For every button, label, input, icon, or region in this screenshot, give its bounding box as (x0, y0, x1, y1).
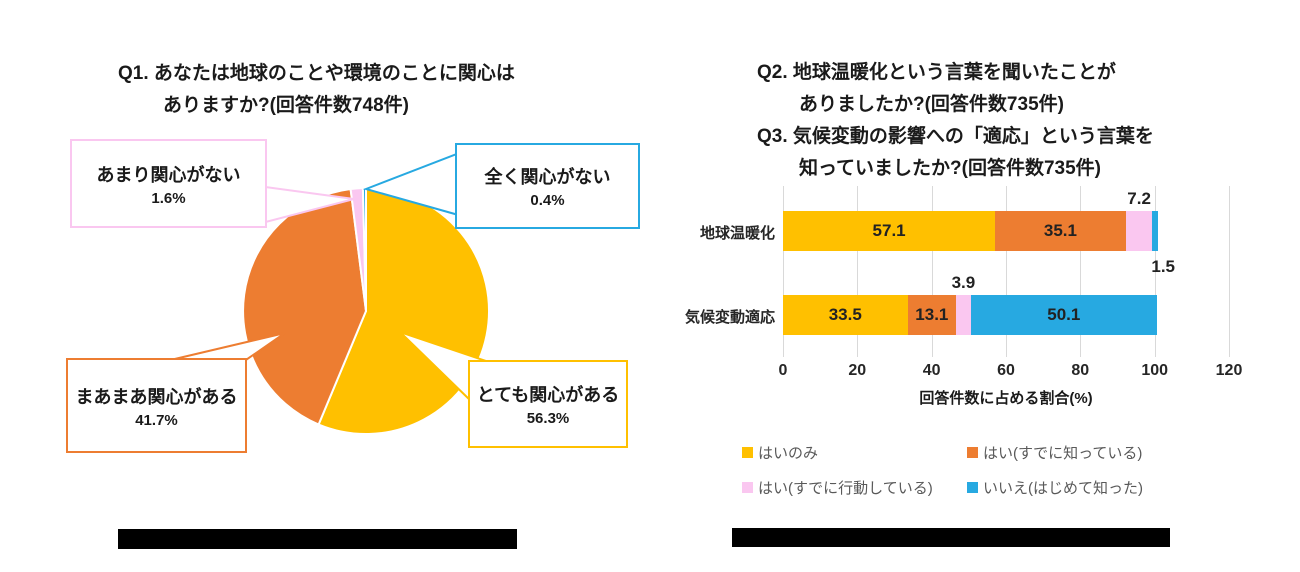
legend-swatch-icon (742, 446, 753, 458)
callout-value: 1.6% (151, 189, 186, 207)
redacted-caption-left (118, 529, 517, 549)
callout-box-0: とても関心がある 56.3% (468, 360, 628, 448)
bar-segment-0-2 (1125, 211, 1153, 251)
category-label-0: 地球温暖化 (699, 225, 775, 242)
callout-value: 0.4% (530, 192, 565, 209)
legend-swatch-icon (967, 446, 978, 458)
bar-segment-1-2 (956, 295, 971, 335)
legend-item-1: はい(すでに知っている) (967, 442, 1142, 462)
gridline-x-20 (857, 186, 859, 357)
x-tick-label-100: 100 (1141, 362, 1169, 379)
gridline-x-100 (1154, 186, 1156, 357)
x-tick-label-120: 120 (1215, 362, 1243, 379)
bar-chart-title-line-3: Q3. 気候変動の影響への「適応」という言葉を (757, 126, 1154, 147)
callout-box-2: あまり関心がない 1.6% (70, 139, 267, 228)
bar-segment-label-1-2: 3.9 (951, 273, 976, 292)
legend-label: はい(すでに行動している) (758, 479, 933, 497)
bar-segment-0-0: 57.1 (783, 211, 996, 251)
bar-segment-0-3 (1152, 211, 1158, 251)
gridline-x-80 (1080, 186, 1082, 357)
callout-label: 全く関心がない (484, 167, 611, 187)
bar-segment-0-1: 35.1 (995, 211, 1126, 251)
callout-box-3: 全く関心がない 0.4% (455, 143, 640, 229)
x-axis-label: 回答件数に占める割合(%) (919, 390, 1093, 407)
callout-label: あまり関心がない (96, 164, 241, 185)
legend-label: はいのみ (758, 444, 819, 462)
legend-swatch-icon (967, 481, 978, 493)
bar-chart-title-line-4: 知っていましたか?(回答件数735件) (799, 158, 1102, 179)
legend-item-2: はい(すでに行動している) (742, 477, 933, 497)
bar-chart-title-line-2: ありましたか?(回答件数735件) (799, 94, 1064, 115)
legend-item-0: はいのみ (742, 442, 818, 462)
callout-box-1: まあまあ関心がある 41.7% (66, 358, 247, 453)
x-tick-label-40: 40 (922, 362, 941, 379)
legend-label: いいえ(はじめて知った) (983, 479, 1143, 497)
callout-value: 41.7% (135, 411, 178, 429)
callout-value: 56.3% (526, 410, 570, 427)
bar-segment-1-1: 13.1 (907, 295, 957, 335)
bar-segment-label-0-3: 1.5 (1151, 257, 1175, 276)
gridline-x-120 (1229, 186, 1230, 357)
x-tick-label-60: 60 (997, 362, 1015, 379)
redacted-caption-right (732, 528, 1170, 547)
legend-swatch-icon (742, 481, 753, 493)
pie-chart-title-line-1: Q1. あなたは地球のことや環境のことに関心は (118, 63, 515, 84)
callout-label: まあまあ関心がある (75, 386, 238, 407)
gridline-x-40 (931, 186, 933, 357)
category-label-1: 気候変動適応 (684, 309, 775, 326)
bar-chart-title-line-1: Q2. 地球温暖化という言葉を聞いたことが (757, 62, 1116, 83)
x-tick-label-20: 20 (848, 362, 867, 379)
legend-item-3: いいえ(はじめて知った) (967, 477, 1143, 497)
pie-chart-title-line-2: ありますか?(回答件数748件) (163, 95, 409, 116)
legend-label: はい(すでに知っている) (983, 444, 1143, 462)
gridline-x-0 (783, 186, 784, 357)
x-tick-label-80: 80 (1071, 362, 1090, 379)
bar-segment-label-0-2: 7.2 (1127, 189, 1151, 208)
bar-segment-1-0: 33.5 (783, 295, 908, 335)
gridline-x-60 (1006, 186, 1007, 357)
callout-label: とても関心がある (476, 385, 620, 405)
x-tick-label-0: 0 (778, 362, 788, 379)
bar-segment-1-3: 50.1 (970, 295, 1157, 335)
